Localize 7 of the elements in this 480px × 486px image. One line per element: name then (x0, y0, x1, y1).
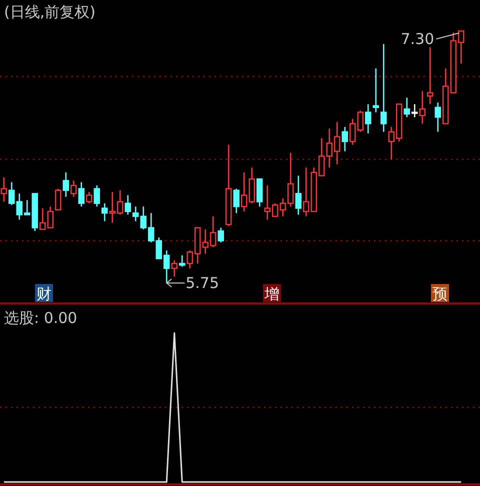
annotation: 5.75 (186, 274, 220, 292)
text: 财 (36, 285, 52, 303)
text: 预 (432, 285, 448, 303)
chart-title: 选股: 0.00 (4, 309, 78, 327)
chart-title: (日线,前复权) (4, 3, 96, 21)
annotation: 7.30 (400, 30, 434, 48)
text: 增 (264, 285, 280, 303)
